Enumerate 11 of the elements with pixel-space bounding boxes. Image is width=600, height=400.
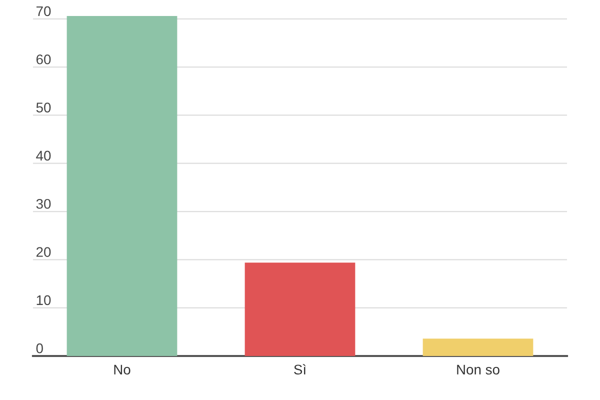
y-tick-label: 50 [36,102,51,112]
x-tick-label: Sì [294,364,306,375]
y-tick-label: 70 [36,6,51,16]
y-tick-label: 60 [36,54,51,64]
x-tick-label: Non so [457,364,500,375]
y-tick-label: 20 [36,247,51,257]
y-tick-label: 30 [36,198,51,209]
y-tick-label: 10 [36,295,51,306]
x-tick-label: No [114,364,130,375]
y-tick-label: 0 [36,343,43,354]
y-tick-label: 40 [36,150,51,161]
